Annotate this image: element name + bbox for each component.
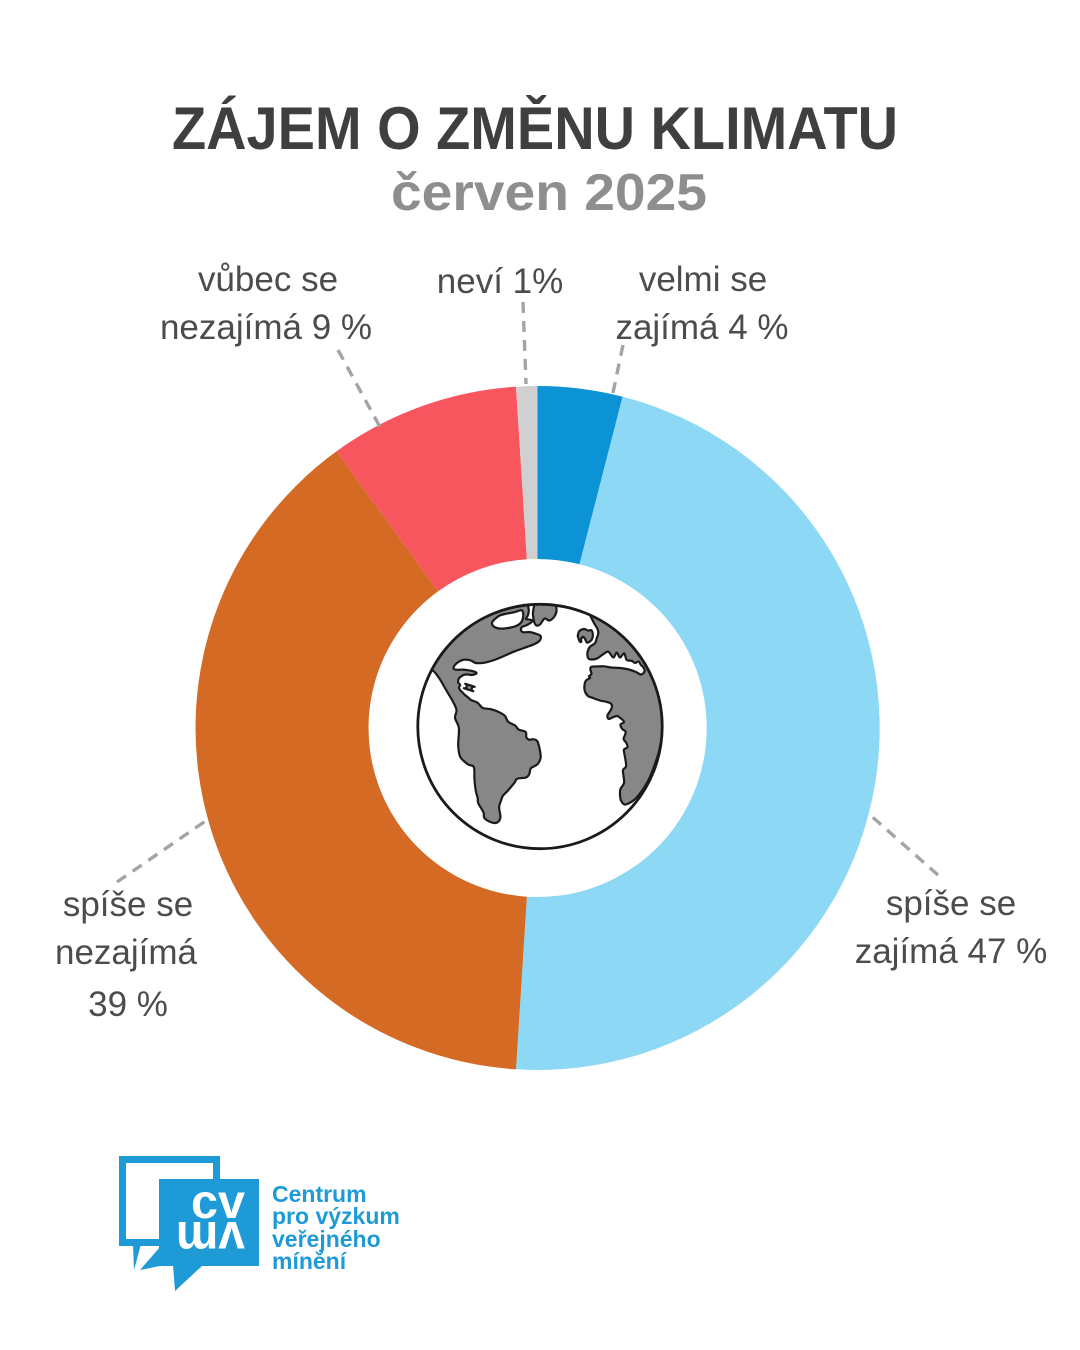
svg-text:mínění: mínění: [272, 1248, 348, 1274]
svg-text:nezajímá: nezajímá: [55, 933, 198, 972]
svg-text:spíše se: spíše se: [63, 885, 193, 924]
svg-text:pro výzkum: pro výzkum: [272, 1203, 400, 1229]
svg-text:cv: cv: [191, 1176, 245, 1229]
svg-text:velmi se: velmi se: [639, 260, 767, 299]
svg-text:ZÁJEM O ZMĚNU KLIMATU: ZÁJEM O ZMĚNU KLIMATU: [172, 95, 898, 162]
svg-text:neví 1%: neví 1%: [437, 262, 563, 301]
svg-text:zajímá 47 %: zajímá 47 %: [855, 932, 1048, 971]
svg-text:vůbec se: vůbec se: [198, 260, 338, 299]
svg-text:vm: vm: [176, 1211, 245, 1267]
svg-text:červen 2025: červen 2025: [391, 164, 707, 222]
svg-text:zajímá 4 %: zajímá 4 %: [615, 308, 788, 347]
svg-text:nezajímá 9 %: nezajímá 9 %: [160, 308, 372, 347]
svg-text:Centrum: Centrum: [272, 1181, 367, 1207]
svg-text:spíše se: spíše se: [886, 884, 1016, 923]
svg-text:39 %: 39 %: [88, 985, 168, 1024]
svg-text:veřejného: veřejného: [272, 1226, 381, 1252]
